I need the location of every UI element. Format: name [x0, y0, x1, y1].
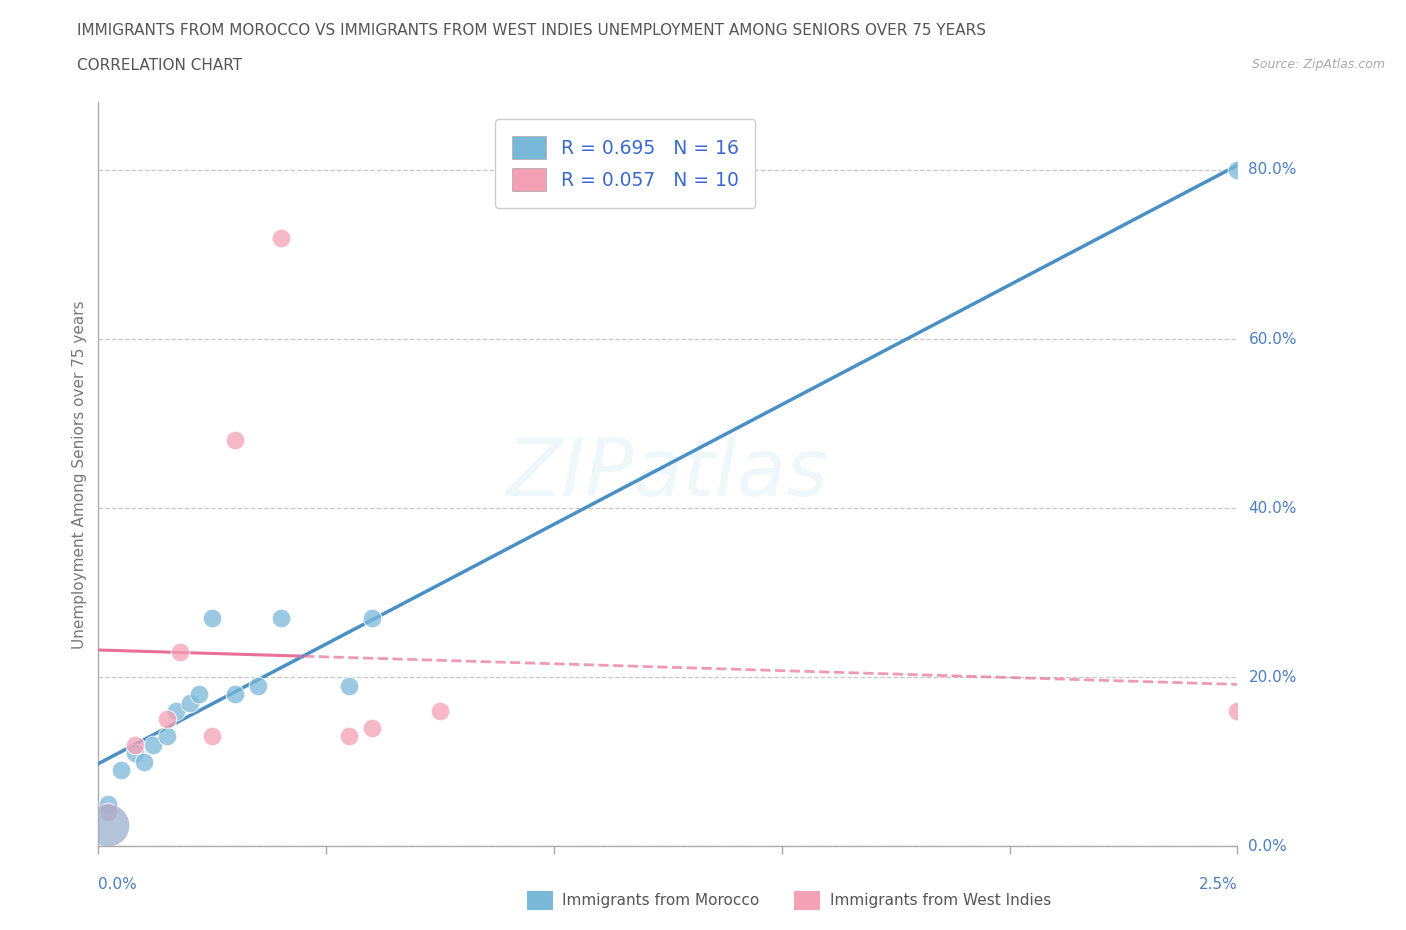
- Point: [165, 704, 187, 719]
- Point: [187, 686, 209, 701]
- Point: [429, 704, 451, 719]
- Point: [96, 797, 118, 812]
- Point: [246, 678, 269, 693]
- Text: CORRELATION CHART: CORRELATION CHART: [77, 58, 242, 73]
- Point: [169, 644, 191, 659]
- Text: Source: ZipAtlas.com: Source: ZipAtlas.com: [1251, 58, 1385, 71]
- Point: [360, 611, 382, 626]
- Point: [337, 678, 360, 693]
- Text: 80.0%: 80.0%: [1249, 163, 1296, 178]
- Point: [156, 729, 179, 744]
- Point: [360, 721, 382, 736]
- Point: [201, 729, 224, 744]
- Point: [96, 817, 118, 832]
- Point: [96, 817, 118, 832]
- Point: [142, 737, 165, 752]
- Text: 0.0%: 0.0%: [1249, 839, 1286, 854]
- Point: [270, 611, 292, 626]
- Point: [110, 763, 132, 777]
- Text: 40.0%: 40.0%: [1249, 500, 1296, 515]
- Text: 20.0%: 20.0%: [1249, 670, 1296, 684]
- Legend: R = 0.695   N = 16, R = 0.057   N = 10: R = 0.695 N = 16, R = 0.057 N = 10: [495, 119, 755, 208]
- Point: [224, 433, 246, 448]
- Point: [124, 737, 146, 752]
- Text: ZIPatlas: ZIPatlas: [506, 435, 830, 513]
- Point: [124, 746, 146, 761]
- Text: IMMIGRANTS FROM MOROCCO VS IMMIGRANTS FROM WEST INDIES UNEMPLOYMENT AMONG SENIOR: IMMIGRANTS FROM MOROCCO VS IMMIGRANTS FR…: [77, 23, 987, 38]
- Point: [179, 695, 201, 710]
- Y-axis label: Unemployment Among Seniors over 75 years: Unemployment Among Seniors over 75 years: [72, 300, 87, 648]
- Point: [1226, 704, 1249, 719]
- Text: Immigrants from West Indies: Immigrants from West Indies: [830, 893, 1050, 908]
- Point: [270, 230, 292, 245]
- Point: [337, 729, 360, 744]
- Point: [156, 712, 179, 727]
- Point: [132, 754, 155, 769]
- Point: [201, 611, 224, 626]
- Point: [96, 805, 118, 820]
- Point: [1226, 163, 1249, 178]
- Text: 0.0%: 0.0%: [98, 877, 138, 892]
- Text: 60.0%: 60.0%: [1249, 331, 1296, 347]
- Point: [224, 686, 246, 701]
- Text: 2.5%: 2.5%: [1198, 877, 1237, 892]
- Text: Immigrants from Morocco: Immigrants from Morocco: [562, 893, 759, 908]
